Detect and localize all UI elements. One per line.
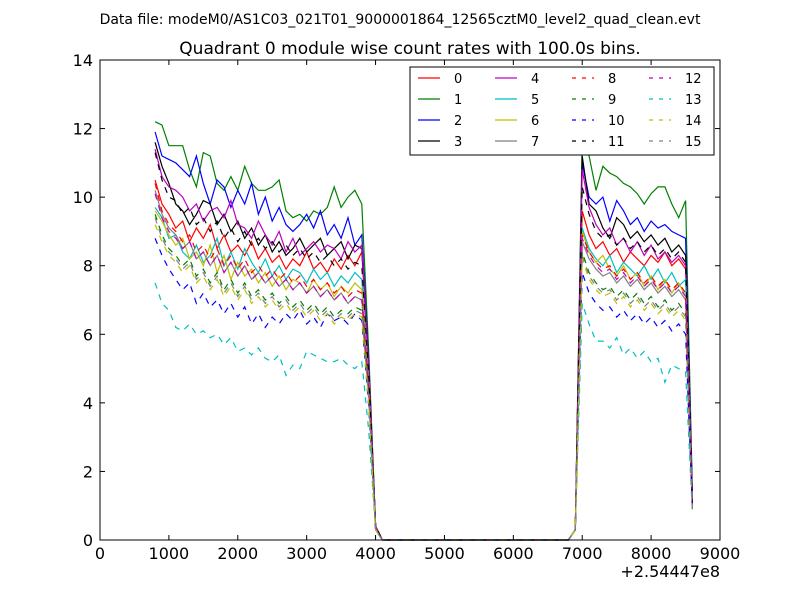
legend-label-11: 11 [608, 135, 625, 150]
x-axis: 0 1000 2000 3000 4000 5000 6000 7000 8000 9000 [95, 60, 740, 563]
x-tick-label: 1000 [149, 544, 190, 563]
x-tick-label: 8000 [631, 544, 672, 563]
legend-label-9: 9 [608, 93, 616, 108]
series-line-1 [154, 121, 693, 541]
series-line-10 [154, 238, 693, 541]
legend-label-0: 0 [454, 72, 462, 87]
plot-lines [154, 121, 693, 541]
legend-label-2: 2 [454, 114, 462, 129]
x-tick-label: 0 [95, 544, 105, 563]
chart-title: Quadrant 0 module wise count rates with … [179, 39, 640, 59]
plot-frame [99, 59, 721, 541]
data-file-suptitle: Data file: modeM0/AS1C03_021T01_90000018… [100, 12, 701, 28]
y-tick-label: 2 [83, 462, 93, 481]
legend-label-8: 8 [608, 72, 616, 87]
y-tick-label: 8 [83, 257, 93, 276]
legend-label-1: 1 [454, 93, 462, 108]
series-line-2 [154, 131, 693, 541]
y-tick-label: 0 [83, 531, 93, 550]
x-tick-label: 6000 [493, 544, 534, 563]
x-tick-label: 5000 [424, 544, 465, 563]
series-line-8 [154, 183, 693, 541]
series-line-7 [154, 190, 693, 541]
y-tick-label: 12 [73, 120, 93, 139]
y-tick-label: 14 [73, 51, 93, 70]
x-tick-label: 7000 [562, 544, 603, 563]
y-tick-label: 6 [83, 325, 93, 344]
legend-box [409, 66, 715, 156]
legend-label-13: 13 [685, 93, 702, 108]
legend-label-4: 4 [531, 72, 539, 87]
legend-label-10: 10 [608, 114, 625, 129]
legend-label-5: 5 [531, 93, 539, 108]
legend-label-15: 15 [685, 135, 702, 150]
y-tick-label: 10 [73, 188, 93, 207]
legend-label-14: 14 [685, 114, 702, 129]
legend-label-6: 6 [531, 114, 539, 129]
x-offset-label: +2.54447e8 [620, 562, 720, 581]
y-tick-label: 4 [83, 394, 93, 413]
legend-label-7: 7 [531, 135, 539, 150]
series-line-3 [154, 142, 693, 541]
legend-label-3: 3 [454, 135, 462, 150]
legend-label-12: 12 [685, 72, 702, 87]
x-tick-label: 4000 [355, 544, 396, 563]
x-tick-label: 3000 [286, 544, 327, 563]
x-tick-label: 9000 [700, 544, 741, 563]
x-tick-label: 2000 [217, 544, 258, 563]
series-line-12 [154, 193, 693, 541]
series-line-4 [154, 148, 693, 541]
series-line-13 [154, 282, 693, 541]
series-line-5 [154, 207, 693, 541]
